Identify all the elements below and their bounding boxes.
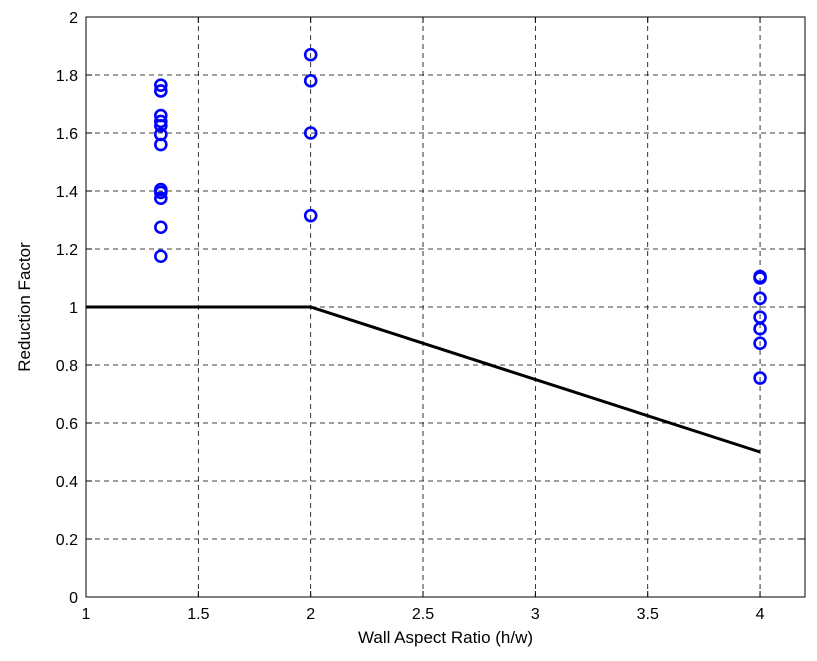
data-point bbox=[154, 249, 168, 264]
data-point bbox=[154, 185, 168, 200]
x-tick-label: 3.5 bbox=[637, 606, 659, 623]
y-tick-label: 0.2 bbox=[56, 532, 78, 549]
data-point bbox=[154, 78, 168, 92]
data-point bbox=[753, 291, 767, 306]
data-point bbox=[154, 137, 168, 152]
data-point bbox=[753, 321, 767, 336]
data-point bbox=[154, 84, 168, 98]
x-tick-label: 4 bbox=[756, 606, 765, 623]
data-point bbox=[154, 114, 168, 129]
y-tick-label: 0 bbox=[69, 590, 78, 607]
data-point bbox=[154, 191, 168, 206]
x-tick-label: 1 bbox=[82, 606, 91, 623]
y-tick-label: 2 bbox=[69, 10, 78, 27]
data-point bbox=[154, 118, 168, 133]
y-axis-label: Reduction Factor bbox=[15, 242, 34, 372]
y-tick-label: 1.8 bbox=[56, 68, 78, 85]
data-point bbox=[303, 126, 318, 140]
x-tick-label: 3 bbox=[531, 606, 540, 623]
data-point bbox=[753, 271, 767, 285]
y-tick-label: 0.8 bbox=[56, 358, 78, 375]
y-tick-label: 0.6 bbox=[56, 416, 78, 433]
data-point bbox=[753, 371, 767, 385]
data-point bbox=[303, 74, 318, 88]
series-layer bbox=[86, 47, 767, 454]
reduction-factor-line bbox=[86, 305, 761, 454]
x-tick-label: 1.5 bbox=[187, 606, 209, 623]
y-tick-label: 1.2 bbox=[56, 242, 78, 259]
data-point bbox=[154, 220, 168, 235]
data-point bbox=[753, 336, 767, 351]
data-point bbox=[303, 208, 318, 223]
ticks: 1 1.5 2 2.5 3 3.5 4 0 0.2 0.4 0.6 0.8 1 1.2 1.4 1.6 1.8 2 bbox=[56, 10, 805, 623]
y-tick-label: 1.6 bbox=[56, 126, 78, 143]
x-tick-label: 2.5 bbox=[412, 606, 434, 623]
y-tick-label: 0.4 bbox=[56, 474, 78, 491]
y-tick-label: 1.4 bbox=[56, 184, 78, 201]
x-axis-label: Wall Aspect Ratio (h/w) bbox=[358, 628, 533, 647]
y-tick-label: 1 bbox=[69, 300, 78, 317]
data-point bbox=[303, 47, 318, 62]
x-tick-label: 2 bbox=[306, 606, 315, 623]
